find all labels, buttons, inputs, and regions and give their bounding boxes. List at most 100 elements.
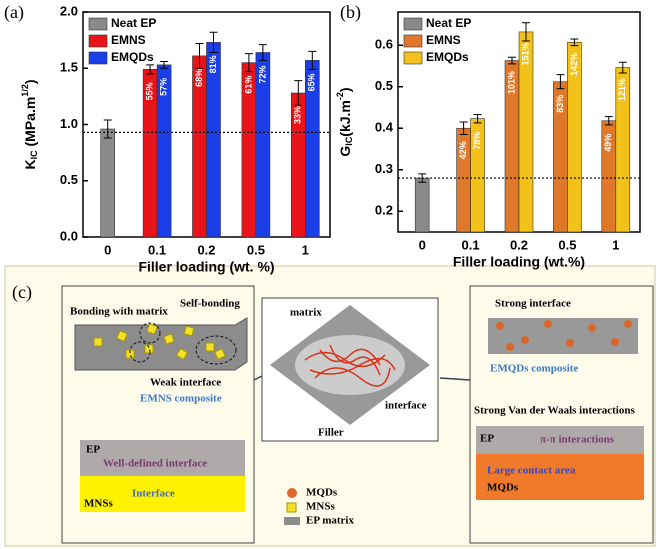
legend-label: EMQDs: [111, 50, 154, 64]
increase-label: 72%: [257, 65, 267, 83]
increase-label: 78%: [472, 132, 482, 150]
y-tick-label: 0.2: [375, 203, 393, 218]
label: MQDs: [487, 482, 519, 494]
legend-label: MQDs: [306, 487, 338, 499]
mns-layer: [80, 476, 245, 512]
increase-label: 55%: [144, 82, 154, 100]
y-axis-title-part: G: [337, 146, 353, 157]
legend-label: EMQDs: [426, 50, 469, 64]
legend-swatch: [88, 17, 108, 31]
matrix-slab: [74, 317, 248, 371]
legend-swatch: [403, 17, 423, 31]
y-axis-title: KIC (MPa.m1/2): [20, 80, 39, 170]
legend-swatch: [88, 51, 108, 65]
increase-label: 61%: [243, 76, 253, 94]
error-bar: [103, 119, 112, 139]
x-tick-label: 0.5: [558, 237, 576, 252]
x-axis-title: Filler loading (wt. %): [138, 259, 274, 275]
increase-label: 142%: [569, 53, 579, 76]
ep-layer: [476, 426, 644, 454]
label: Weak interface: [150, 377, 221, 389]
legend-label: Neat EP: [426, 16, 471, 30]
legend-mqd: [287, 488, 297, 498]
y-tick-label: 0.6: [375, 37, 393, 52]
label: EP: [480, 433, 494, 445]
bar: [414, 177, 430, 233]
error-bar: [209, 31, 218, 53]
legend-swatch: [403, 34, 423, 48]
y-tick-label: 1.5: [60, 60, 78, 75]
y-axis-title-part: 1/2: [20, 84, 30, 97]
error-bar: [244, 53, 253, 73]
legend-label: EMNS: [111, 33, 146, 47]
label: EMNS composite: [140, 393, 222, 405]
y-axis-title-part: ): [337, 87, 353, 92]
label: EP: [86, 444, 100, 456]
label: Strong Van der Waals interactions: [474, 405, 635, 417]
error-bar: [195, 43, 204, 69]
qd-dots: [496, 320, 632, 351]
label: MNSs: [84, 498, 113, 510]
y-axis-title-part: (MPa.m: [22, 97, 38, 151]
label: Self-bonding: [180, 298, 240, 310]
increase-label: 68%: [194, 69, 204, 87]
error-bar: [258, 44, 267, 61]
legend-mns: [286, 502, 297, 513]
increase-label: 83%: [555, 95, 565, 113]
y-axis-title-part: -2: [335, 92, 345, 100]
increase-label: 42%: [458, 141, 468, 159]
y-axis-title-part: K: [22, 159, 38, 169]
increase-label: 151%: [520, 42, 530, 65]
y-tick-label: 0.0: [60, 228, 78, 243]
label: EMQDs composite: [490, 363, 578, 375]
y-axis-title-part: (kJ.m: [337, 100, 353, 137]
increase-label: 33%: [293, 106, 303, 124]
y-tick-label: 0.5: [375, 78, 393, 93]
x-tick-label: 0.1: [462, 237, 480, 252]
flakes: [93, 323, 226, 361]
arrows: [253, 375, 471, 381]
x-tick-label: 0: [419, 237, 426, 252]
y-tick-label: 0.5: [60, 172, 78, 187]
legend-swatch: [88, 34, 108, 48]
legend-label: Neat EP: [111, 16, 156, 30]
fillers: [304, 344, 396, 387]
error-bar: [473, 114, 482, 124]
x-tick-label: 1: [302, 242, 309, 257]
label: Filler: [318, 427, 344, 439]
increase-label: 121%: [617, 78, 627, 101]
mqd-layer: [476, 454, 644, 500]
x-tick-label: 0.1: [148, 242, 166, 257]
ep-layer: [80, 440, 245, 476]
x-tick-label: 0.5: [247, 242, 265, 257]
label: interface: [385, 400, 427, 412]
panel-c: (c) Bonding with matrix Self-bonding Wea…: [4, 265, 656, 547]
legend-label: EMNS: [426, 33, 461, 47]
right-box: [469, 285, 654, 544]
label: Interface: [132, 488, 175, 500]
increase-label: 101%: [506, 71, 516, 94]
increase-label: 65%: [307, 73, 317, 91]
error-bar: [556, 74, 565, 90]
label: Strong interface: [495, 298, 571, 310]
error-bar: [570, 38, 579, 47]
y-axis-title-part: ): [22, 80, 38, 85]
label: Well-defined interface: [103, 458, 207, 470]
x-tick-label: 1: [612, 237, 619, 252]
legend-swatch: [403, 51, 423, 65]
legend-label: EP matrix: [306, 515, 354, 527]
error-bar: [522, 22, 530, 42]
increase-label: 49%: [603, 134, 613, 152]
increase-label: 57%: [158, 78, 168, 96]
y-tick-label: 2.0: [60, 3, 78, 18]
label: π-π interactions: [540, 434, 615, 446]
error-bar: [294, 80, 303, 106]
error-bar: [508, 56, 516, 65]
error-bar: [308, 50, 317, 70]
left-box: [61, 285, 255, 544]
x-tick-label: 0.2: [510, 237, 528, 252]
panel-label: (b): [340, 2, 361, 23]
y-tick-label: 0.3: [375, 161, 393, 176]
error-bar: [459, 121, 468, 135]
error-bar: [146, 64, 155, 75]
